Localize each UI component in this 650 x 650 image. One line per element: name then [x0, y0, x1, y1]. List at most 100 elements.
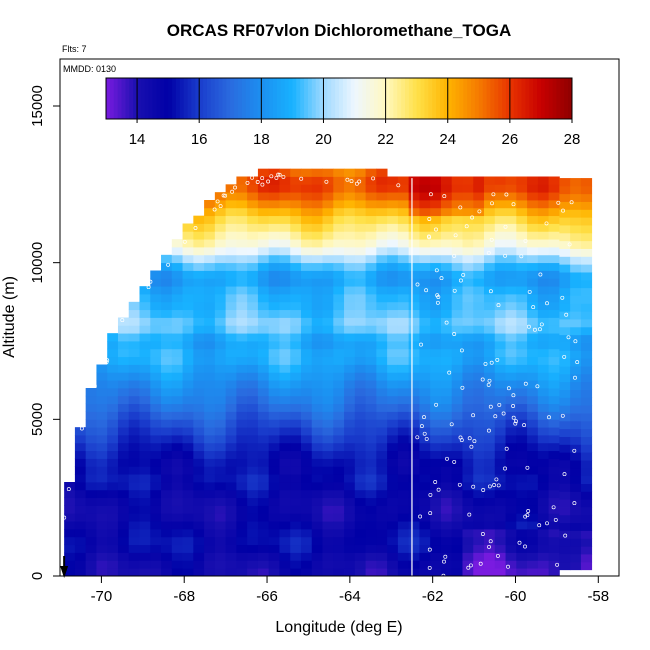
colorbar-swatch [183, 78, 189, 119]
heatmap-cell [580, 436, 593, 445]
heatmap-cell [268, 466, 280, 475]
heatmap-cell [128, 560, 140, 569]
colorbar-swatch [377, 78, 383, 119]
heatmap-cell [354, 536, 366, 546]
heatmap-cell [451, 521, 463, 530]
heatmap-cell [537, 372, 550, 381]
heatmap-cell [397, 521, 410, 530]
colorbar-swatch [370, 78, 375, 119]
heatmap-cell [397, 176, 410, 185]
heatmap-cell [451, 223, 463, 232]
heatmap-cell [247, 372, 259, 381]
heatmap-cell [505, 529, 517, 538]
heatmap-cell [171, 411, 183, 420]
heatmap-cell [430, 200, 442, 209]
heatmap-cell [117, 521, 130, 530]
sample-marker [435, 300, 440, 305]
heatmap-cell [193, 270, 205, 279]
heatmap-cell [204, 450, 216, 459]
heatmap-cell [107, 458, 119, 467]
heatmap-cell [268, 325, 280, 334]
heatmap-cell [376, 395, 388, 405]
heatmap-cell [193, 278, 205, 287]
heatmap-cell [397, 435, 410, 444]
heatmap-cell [548, 301, 560, 311]
heatmap-cell [570, 225, 582, 234]
heatmap-cell [117, 388, 130, 397]
sample-marker [260, 176, 265, 181]
heatmap-cell [548, 333, 560, 342]
heatmap-cell [570, 397, 582, 406]
heatmap-cell [204, 388, 216, 397]
heatmap-cell [311, 325, 323, 334]
sample-marker [523, 238, 528, 243]
heatmap-cell [236, 497, 248, 506]
heatmap-cell [365, 419, 377, 428]
heatmap-cell [365, 317, 377, 326]
heatmap-cell [451, 372, 463, 381]
heatmap-cell [161, 458, 173, 467]
heatmap-cell [333, 372, 345, 381]
sample-marker [480, 377, 485, 382]
heatmap-cell [516, 215, 528, 224]
sample-marker [471, 413, 476, 418]
heatmap-cell [559, 381, 571, 390]
heatmap-cell [225, 348, 237, 358]
heatmap-cell [322, 403, 334, 412]
heatmap-cell [300, 270, 313, 279]
heatmap-cell [322, 419, 334, 428]
heatmap-cell [419, 309, 431, 318]
heatmap-cell [257, 552, 270, 561]
heatmap-cell [494, 184, 506, 193]
sample-marker [433, 480, 438, 484]
heatmap-cell [505, 270, 517, 279]
heatmap-cell [580, 185, 593, 195]
heatmap-cell [376, 207, 388, 217]
heatmap-cell [397, 380, 410, 389]
sample-marker [452, 459, 457, 464]
heatmap-cell [128, 419, 140, 428]
heatmap-cell [537, 239, 550, 248]
heatmap-cell [247, 380, 259, 389]
heatmap-cell [268, 544, 280, 553]
heatmap-cell [161, 552, 173, 561]
heatmap-cell [171, 325, 183, 334]
heatmap-cell [236, 513, 248, 522]
colorbar-swatch [548, 78, 554, 119]
heatmap-cell [354, 372, 366, 381]
colorbar-swatch [245, 78, 251, 119]
sample-marker [467, 512, 472, 517]
heatmap-cell [161, 278, 173, 287]
colorbar-swatch [296, 78, 301, 119]
heatmap-cell [333, 356, 345, 365]
heatmap-cell [494, 294, 506, 303]
sample-marker [415, 282, 420, 287]
heatmap-cell [537, 482, 550, 491]
sample-marker [424, 288, 429, 293]
heatmap-cell [257, 317, 270, 326]
heatmap-cell [257, 388, 270, 397]
heatmap-cell [225, 521, 237, 530]
heatmap-cell [214, 278, 227, 287]
sample-marker [148, 279, 153, 284]
heatmap-cell [107, 419, 119, 428]
heatmap-cell [494, 192, 506, 201]
heatmap-cell [376, 419, 388, 428]
heatmap-cell [473, 395, 485, 405]
heatmap-cell [473, 348, 485, 358]
heatmap-cell [527, 247, 539, 256]
heatmap-cell [182, 458, 194, 467]
heatmap-cell [570, 444, 582, 453]
heatmap-cell [548, 348, 560, 358]
sample-marker [212, 207, 217, 212]
heatmap-cell [322, 435, 334, 444]
heatmap-cell [376, 286, 388, 295]
heatmap-cell [300, 442, 313, 452]
colorbar-swatch [517, 78, 523, 119]
heatmap-cell [257, 458, 270, 467]
heatmap-cell [430, 466, 442, 475]
heatmap-cell [376, 489, 388, 499]
heatmap-cell [96, 552, 108, 561]
